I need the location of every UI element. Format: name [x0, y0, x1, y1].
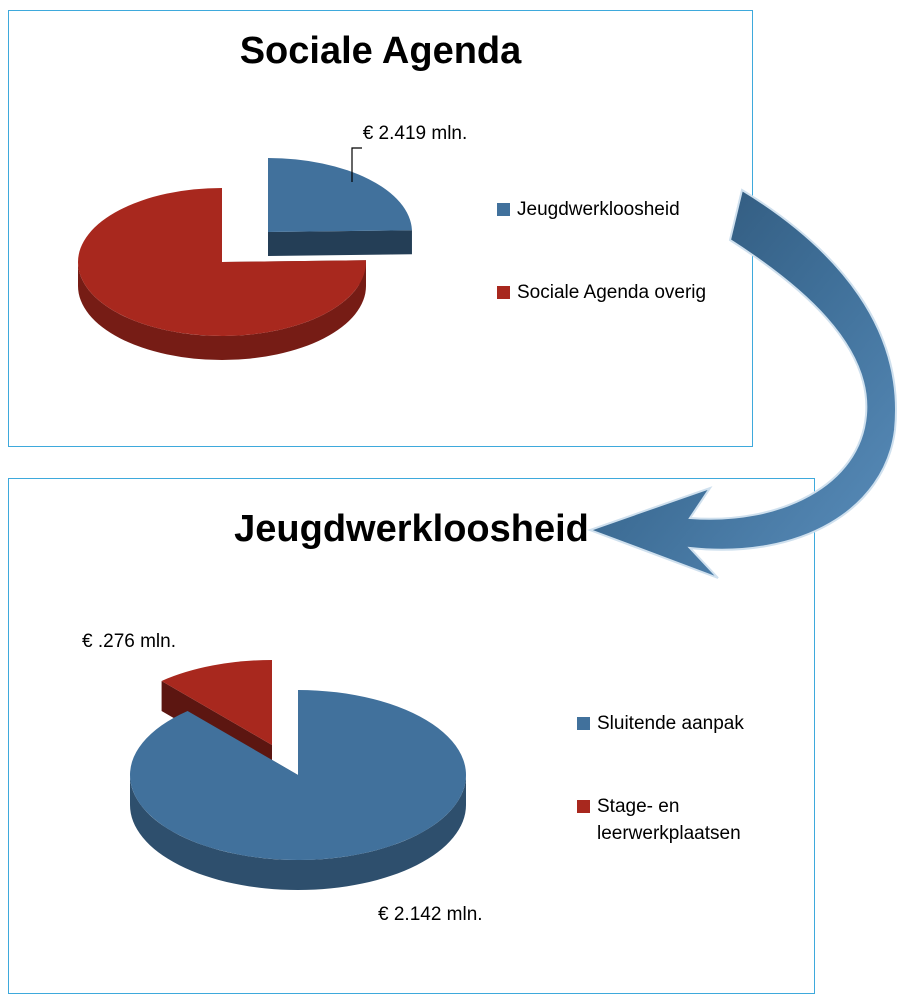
legend-item: Stage- en leerwerkplaatsen — [577, 793, 817, 847]
slice — [161, 660, 272, 745]
legend-swatch — [577, 717, 590, 730]
slice — [130, 690, 466, 860]
chart-title: Jeugdwerkloosheid — [234, 508, 589, 550]
leader-line — [351, 147, 362, 182]
slice-wall — [268, 230, 412, 256]
chart-title: Sociale Agenda — [239, 30, 522, 72]
legend-swatch — [577, 800, 590, 813]
data-label: € 2.142 mln. — [378, 904, 483, 925]
slice-side — [78, 262, 366, 360]
slice — [77, 188, 366, 336]
data-label: € .276 mln. — [82, 631, 176, 652]
slice — [268, 158, 412, 232]
legend-swatch — [497, 203, 510, 216]
legend-label: Sociale Agenda overig — [517, 282, 707, 303]
legend-label: Jeugdwerkloosheid — [517, 199, 680, 220]
slice-side — [130, 775, 466, 890]
legend-item: Sociale Agenda overig — [497, 279, 707, 306]
legend-item: Jeugdwerkloosheid — [497, 196, 707, 223]
legend-swatch — [497, 286, 510, 299]
data-label: € 2.419 mln. — [362, 123, 468, 144]
legend-label: Stage- en leerwerkplaatsen — [597, 796, 741, 844]
flow-arrow — [587, 188, 897, 579]
legend-label: Sluitende aanpak — [597, 713, 744, 734]
legend-item: Sluitende aanpak — [577, 710, 817, 737]
